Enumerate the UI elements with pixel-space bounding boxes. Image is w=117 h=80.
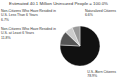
svg-text:Non-Citizens Who Have Resided: Non-Citizens Who Have Resided in (1, 9, 56, 14)
svg-text:Naturalized Citizens: Naturalized Citizens (84, 9, 116, 14)
svg-text:U.S.-Born Citizens: U.S.-Born Citizens (87, 69, 116, 74)
svg-text:78.9%: 78.9% (87, 74, 97, 78)
svg-text:U.S. at Least 6 Years: U.S. at Least 6 Years (1, 31, 34, 36)
svg-text:11.8%: 11.8% (1, 36, 11, 40)
svg-text:Estimated 40.1 Million Uninsur: Estimated 40.1 Million Uninsured People … (9, 1, 108, 6)
svg-text:U.S. Less Than 6 Years: U.S. Less Than 6 Years (1, 13, 38, 18)
svg-text:Non-Citizens Who Have Resided: Non-Citizens Who Have Resided in (1, 27, 56, 32)
svg-text:6.6%: 6.6% (85, 13, 93, 17)
svg-text:6.7%: 6.7% (1, 18, 9, 22)
